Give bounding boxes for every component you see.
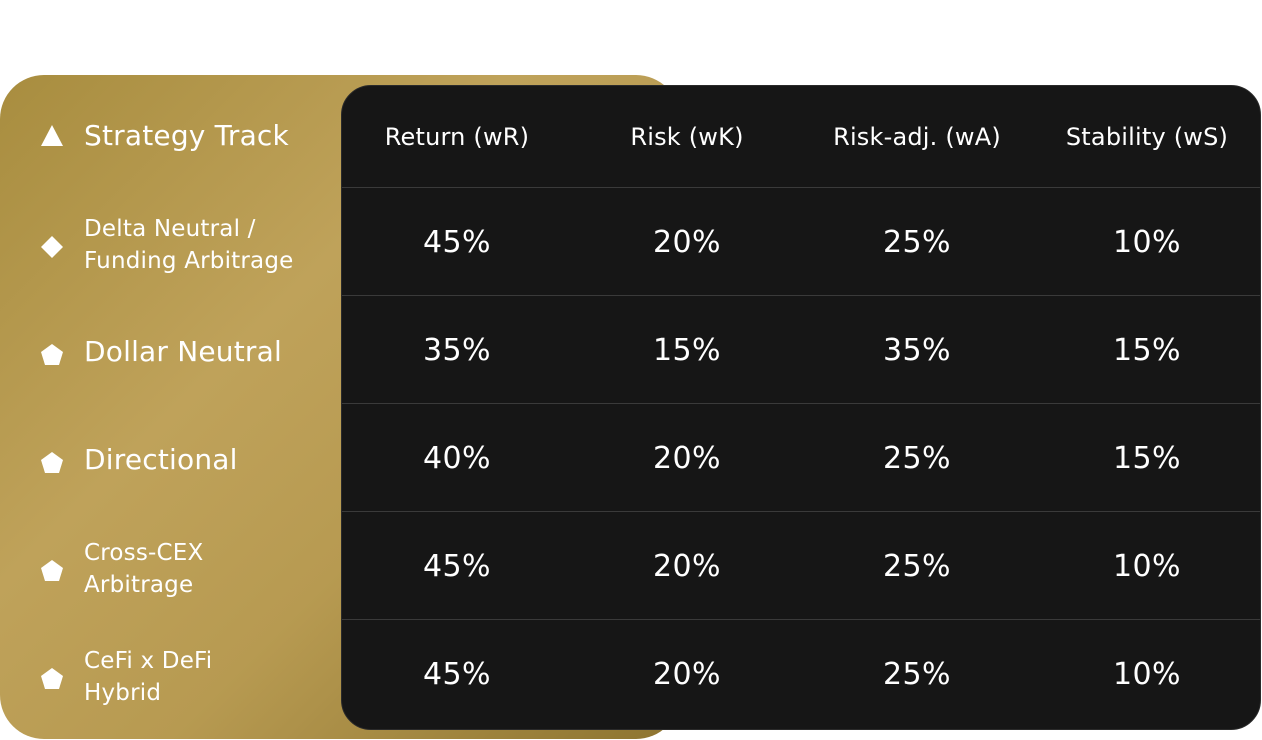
cell-value: 45%: [423, 548, 491, 584]
track-row-cross-cex: Cross-CEX Arbitrage: [0, 511, 340, 619]
cell-value: 20%: [653, 440, 721, 476]
column-header-risk: Risk (wK): [630, 123, 744, 151]
track-header: Strategy Track: [0, 85, 340, 187]
cell-value: 20%: [653, 548, 721, 584]
cell-value: 40%: [423, 440, 491, 476]
cell-value: 10%: [1113, 656, 1181, 692]
cell-value: 35%: [423, 332, 491, 368]
cell-value: 10%: [1113, 548, 1181, 584]
cell-value: 15%: [1113, 440, 1181, 476]
cell-value: 35%: [883, 332, 951, 368]
triangle-icon: [40, 124, 64, 148]
track-header-label: Strategy Track: [84, 119, 289, 152]
cell-value: 45%: [423, 224, 491, 260]
track-row-cefi-defi: CeFi x DeFi Hybrid: [0, 619, 340, 727]
cell-value: 20%: [653, 656, 721, 692]
row-divider: [342, 619, 1260, 620]
row-divider: [342, 295, 1260, 296]
pentagon-icon: [40, 667, 64, 691]
track-label-directional: Directional: [84, 443, 238, 476]
cell-value: 45%: [423, 656, 491, 692]
row-divider: [342, 187, 1260, 188]
cell-value: 15%: [653, 332, 721, 368]
track-label-dollar-neutral: Dollar Neutral: [84, 335, 282, 368]
cell-value: 25%: [883, 224, 951, 260]
cell-value: 15%: [1113, 332, 1181, 368]
track-label-delta-neutral: Delta Neutral / Funding Arbitrage: [84, 216, 294, 274]
cell-value: 25%: [883, 548, 951, 584]
track-label-cross-cex: Cross-CEX Arbitrage: [84, 540, 204, 598]
cell-value: 25%: [883, 656, 951, 692]
pentagon-icon: [40, 559, 64, 583]
column-header-stability: Stability (wS): [1065, 123, 1229, 151]
pentagon-icon: [40, 451, 64, 475]
strategy-track-column: Strategy Track Delta Neutral / Funding A…: [0, 85, 340, 730]
pentagon-icon: [40, 343, 64, 367]
cell-value: 25%: [883, 440, 951, 476]
cell-value: 10%: [1113, 224, 1181, 260]
track-label-cefi-defi: CeFi x DeFi Hybrid: [84, 648, 213, 706]
diamond-icon: [40, 235, 64, 259]
weights-table-panel: Return (wR) Risk (wK) Risk-adj. (wA) Sta…: [341, 85, 1261, 730]
column-header-return: Return (wR): [384, 123, 530, 151]
row-divider: [342, 511, 1260, 512]
track-row-dollar-neutral: Dollar Neutral: [0, 295, 340, 403]
track-row-directional: Directional: [0, 403, 340, 511]
cell-value: 20%: [653, 224, 721, 260]
track-row-delta-neutral: Delta Neutral / Funding Arbitrage: [0, 187, 340, 295]
row-divider: [342, 403, 1260, 404]
column-header-risk-adj: Risk-adj. (wA): [833, 123, 1001, 151]
